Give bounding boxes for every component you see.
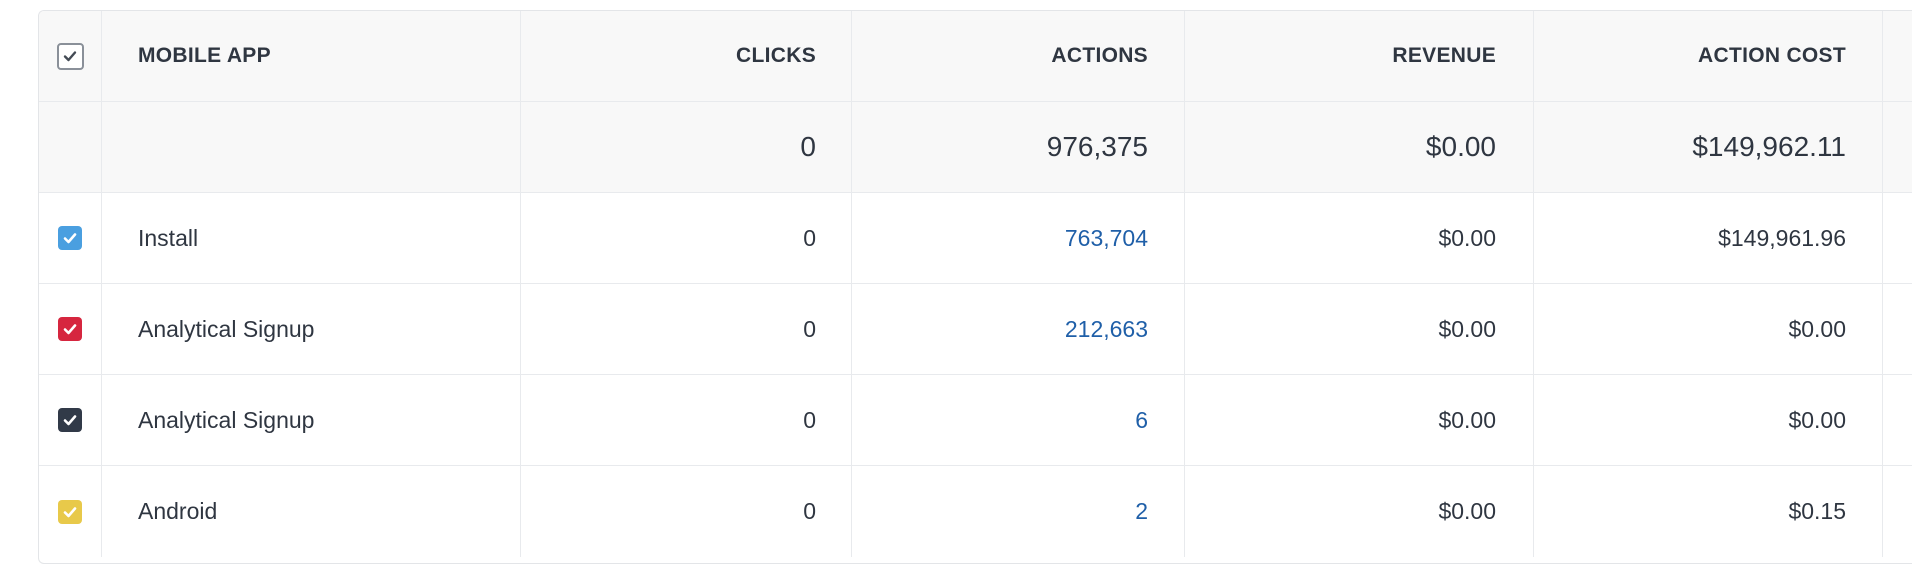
row-checkbox[interactable] <box>58 499 82 524</box>
row-overflow-cell <box>1883 193 1912 283</box>
checkmark-icon <box>63 324 77 335</box>
row-overflow-cell <box>1883 466 1912 557</box>
totals-overflow-cell <box>1883 102 1912 192</box>
row-name: Analytical Signup <box>102 284 521 374</box>
row-check-cell <box>39 284 102 374</box>
row-name: Analytical Signup <box>102 375 521 465</box>
table-row: Analytical Signup 0 6 $0.00 $0.00 <box>39 375 1912 466</box>
totals-actions: 976,375 <box>852 102 1185 192</box>
row-checkbox[interactable] <box>58 226 82 250</box>
header-clicks[interactable]: CLICKS <box>521 11 852 101</box>
row-revenue-value: $0.00 <box>1438 498 1496 524</box>
header-mobile-app-label: MOBILE APP <box>138 44 271 67</box>
row-clicks-value: 0 <box>803 498 816 524</box>
row-checkbox[interactable] <box>58 408 82 432</box>
row-action-cost: $0.00 <box>1534 284 1883 374</box>
totals-check-cell <box>39 102 102 192</box>
header-action-cost[interactable]: ACTION COST <box>1534 11 1883 101</box>
row-clicks: 0 <box>521 284 852 374</box>
header-actions[interactable]: ACTIONS <box>852 11 1185 101</box>
row-name-label: Android <box>138 498 218 524</box>
row-action-cost-value: $149,961.96 <box>1718 224 1846 251</box>
totals-revenue: $0.00 <box>1185 102 1534 192</box>
row-revenue-value: $0.00 <box>1438 315 1496 342</box>
totals-action-cost-value: $149,962.11 <box>1692 131 1846 162</box>
select-all-checkbox[interactable] <box>56 42 84 70</box>
data-table: MOBILE APP CLICKS ACTIONS REVENUE ACTION… <box>38 10 1912 564</box>
table-row: Android 0 2 $0.00 $0.15 <box>39 466 1912 557</box>
header-clicks-label: CLICKS <box>736 44 816 67</box>
row-actions-link[interactable]: 212,663 <box>1064 315 1148 342</box>
header-mobile-app[interactable]: MOBILE APP <box>102 11 521 101</box>
row-check-cell <box>39 375 102 465</box>
row-action-cost-value: $0.15 <box>1788 498 1846 524</box>
checkmark-icon <box>63 51 77 62</box>
row-clicks: 0 <box>521 466 852 557</box>
totals-name-cell <box>102 102 521 192</box>
row-clicks: 0 <box>521 375 852 465</box>
row-revenue: $0.00 <box>1185 193 1534 283</box>
row-revenue-value: $0.00 <box>1438 224 1496 251</box>
row-overflow-cell <box>1883 284 1912 374</box>
row-actions: 6 <box>852 375 1185 465</box>
row-actions-link[interactable]: 763,704 <box>1064 224 1148 251</box>
checkmark-icon <box>63 415 77 426</box>
row-clicks-value: 0 <box>803 224 816 251</box>
checkmark-icon <box>63 506 77 517</box>
row-action-cost-value: $0.00 <box>1788 406 1846 433</box>
table-row: Analytical Signup 0 212,663 $0.00 $0.00 <box>39 284 1912 375</box>
totals-row: 0 976,375 $0.00 $149,962.11 <box>39 102 1912 193</box>
row-check-cell <box>39 193 102 283</box>
table-row: Install 0 763,704 $0.00 $149,961.96 <box>39 193 1912 284</box>
header-action-cost-label: ACTION COST <box>1698 44 1846 67</box>
row-action-cost: $0.15 <box>1534 466 1883 557</box>
totals-action-cost: $149,962.11 <box>1534 102 1883 192</box>
select-all-cell <box>39 11 102 101</box>
row-action-cost-value: $0.00 <box>1788 315 1846 342</box>
row-name-label: Install <box>138 224 199 251</box>
row-name-label: Analytical Signup <box>138 315 315 342</box>
totals-clicks-value: 0 <box>800 131 816 162</box>
totals-revenue-value: $0.00 <box>1425 131 1496 162</box>
row-check-cell <box>39 466 102 557</box>
row-revenue: $0.00 <box>1185 375 1534 465</box>
row-checkbox[interactable] <box>58 317 82 341</box>
row-clicks: 0 <box>521 193 852 283</box>
row-name-label: Analytical Signup <box>138 406 315 433</box>
row-name: Android <box>102 466 521 557</box>
header-revenue-label: REVENUE <box>1392 44 1496 67</box>
table-header: MOBILE APP CLICKS ACTIONS REVENUE ACTION… <box>39 11 1912 102</box>
row-name: Install <box>102 193 521 283</box>
row-actions: 763,704 <box>852 193 1185 283</box>
row-revenue: $0.00 <box>1185 284 1534 374</box>
row-clicks-value: 0 <box>803 315 816 342</box>
row-action-cost: $149,961.96 <box>1534 193 1883 283</box>
totals-actions-value: 976,375 <box>1046 131 1148 162</box>
totals-clicks: 0 <box>521 102 852 192</box>
header-overflow-cell <box>1883 11 1912 101</box>
checkmark-icon <box>63 233 77 244</box>
row-actions-link[interactable]: 6 <box>1135 406 1148 433</box>
row-revenue: $0.00 <box>1185 466 1534 557</box>
row-actions-link[interactable]: 2 <box>1135 498 1148 524</box>
row-revenue-value: $0.00 <box>1438 406 1496 433</box>
row-actions: 212,663 <box>852 284 1185 374</box>
row-overflow-cell <box>1883 375 1912 465</box>
row-clicks-value: 0 <box>803 406 816 433</box>
header-revenue[interactable]: REVENUE <box>1185 11 1534 101</box>
row-actions: 2 <box>852 466 1185 557</box>
header-actions-label: ACTIONS <box>1051 44 1148 67</box>
row-action-cost: $0.00 <box>1534 375 1883 465</box>
